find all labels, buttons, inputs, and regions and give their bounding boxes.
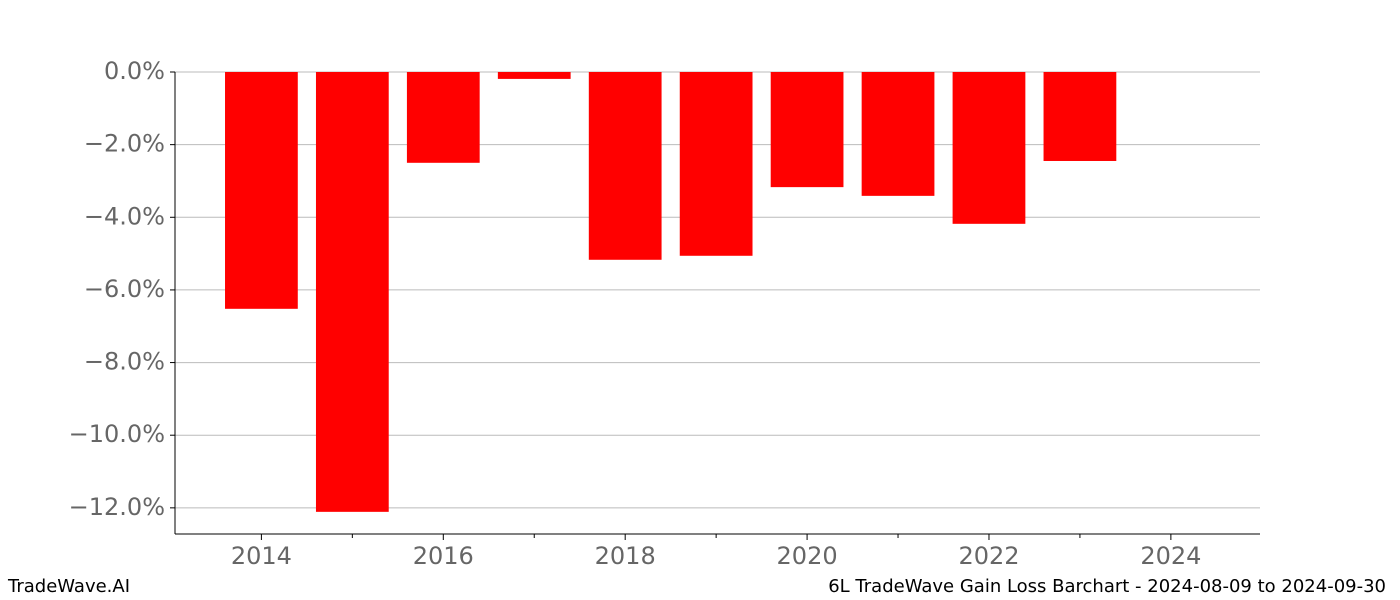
bar bbox=[497, 72, 571, 79]
y-tick-label: −6.0% bbox=[84, 275, 165, 303]
bar bbox=[1043, 72, 1117, 161]
watermark: TradeWave.AI bbox=[7, 576, 130, 597]
bar bbox=[952, 72, 1026, 224]
chart-title: 6L TradeWave Gain Loss Barchart - 2024-0… bbox=[828, 576, 1386, 597]
bar bbox=[770, 72, 844, 188]
bar bbox=[406, 72, 480, 163]
y-tick-label: 0.0% bbox=[104, 57, 165, 85]
y-tick-label: −4.0% bbox=[84, 202, 165, 230]
bar bbox=[861, 72, 935, 196]
bar bbox=[225, 72, 298, 309]
y-tick-label: −8.0% bbox=[84, 348, 165, 376]
bar bbox=[679, 72, 753, 256]
bar bbox=[588, 72, 662, 260]
x-tick-label: 2022 bbox=[958, 542, 1019, 570]
x-tick-label: 2024 bbox=[1140, 542, 1201, 570]
x-tick-label: 2016 bbox=[413, 542, 474, 570]
y-tick-label: −2.0% bbox=[84, 130, 165, 158]
y-tick-label: −10.0% bbox=[69, 420, 165, 448]
x-tick-label: 2020 bbox=[777, 542, 838, 570]
x-tick-label: 2018 bbox=[595, 542, 656, 570]
y-tick-label: −12.0% bbox=[69, 493, 165, 521]
bar bbox=[315, 72, 389, 512]
x-tick-label: 2014 bbox=[231, 542, 292, 570]
